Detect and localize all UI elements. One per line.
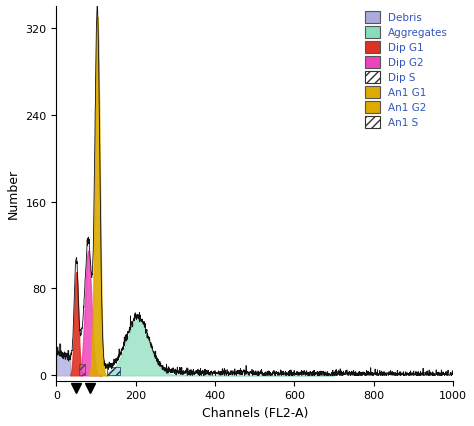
X-axis label: Channels (FL2-A): Channels (FL2-A) [201,406,308,419]
Legend: Debris, Aggregates, Dip G1, Dip G2, Dip S, An1 G1, An1 G2, An1 S: Debris, Aggregates, Dip G1, Dip G2, Dip … [365,12,448,128]
Y-axis label: Number: Number [7,169,20,219]
